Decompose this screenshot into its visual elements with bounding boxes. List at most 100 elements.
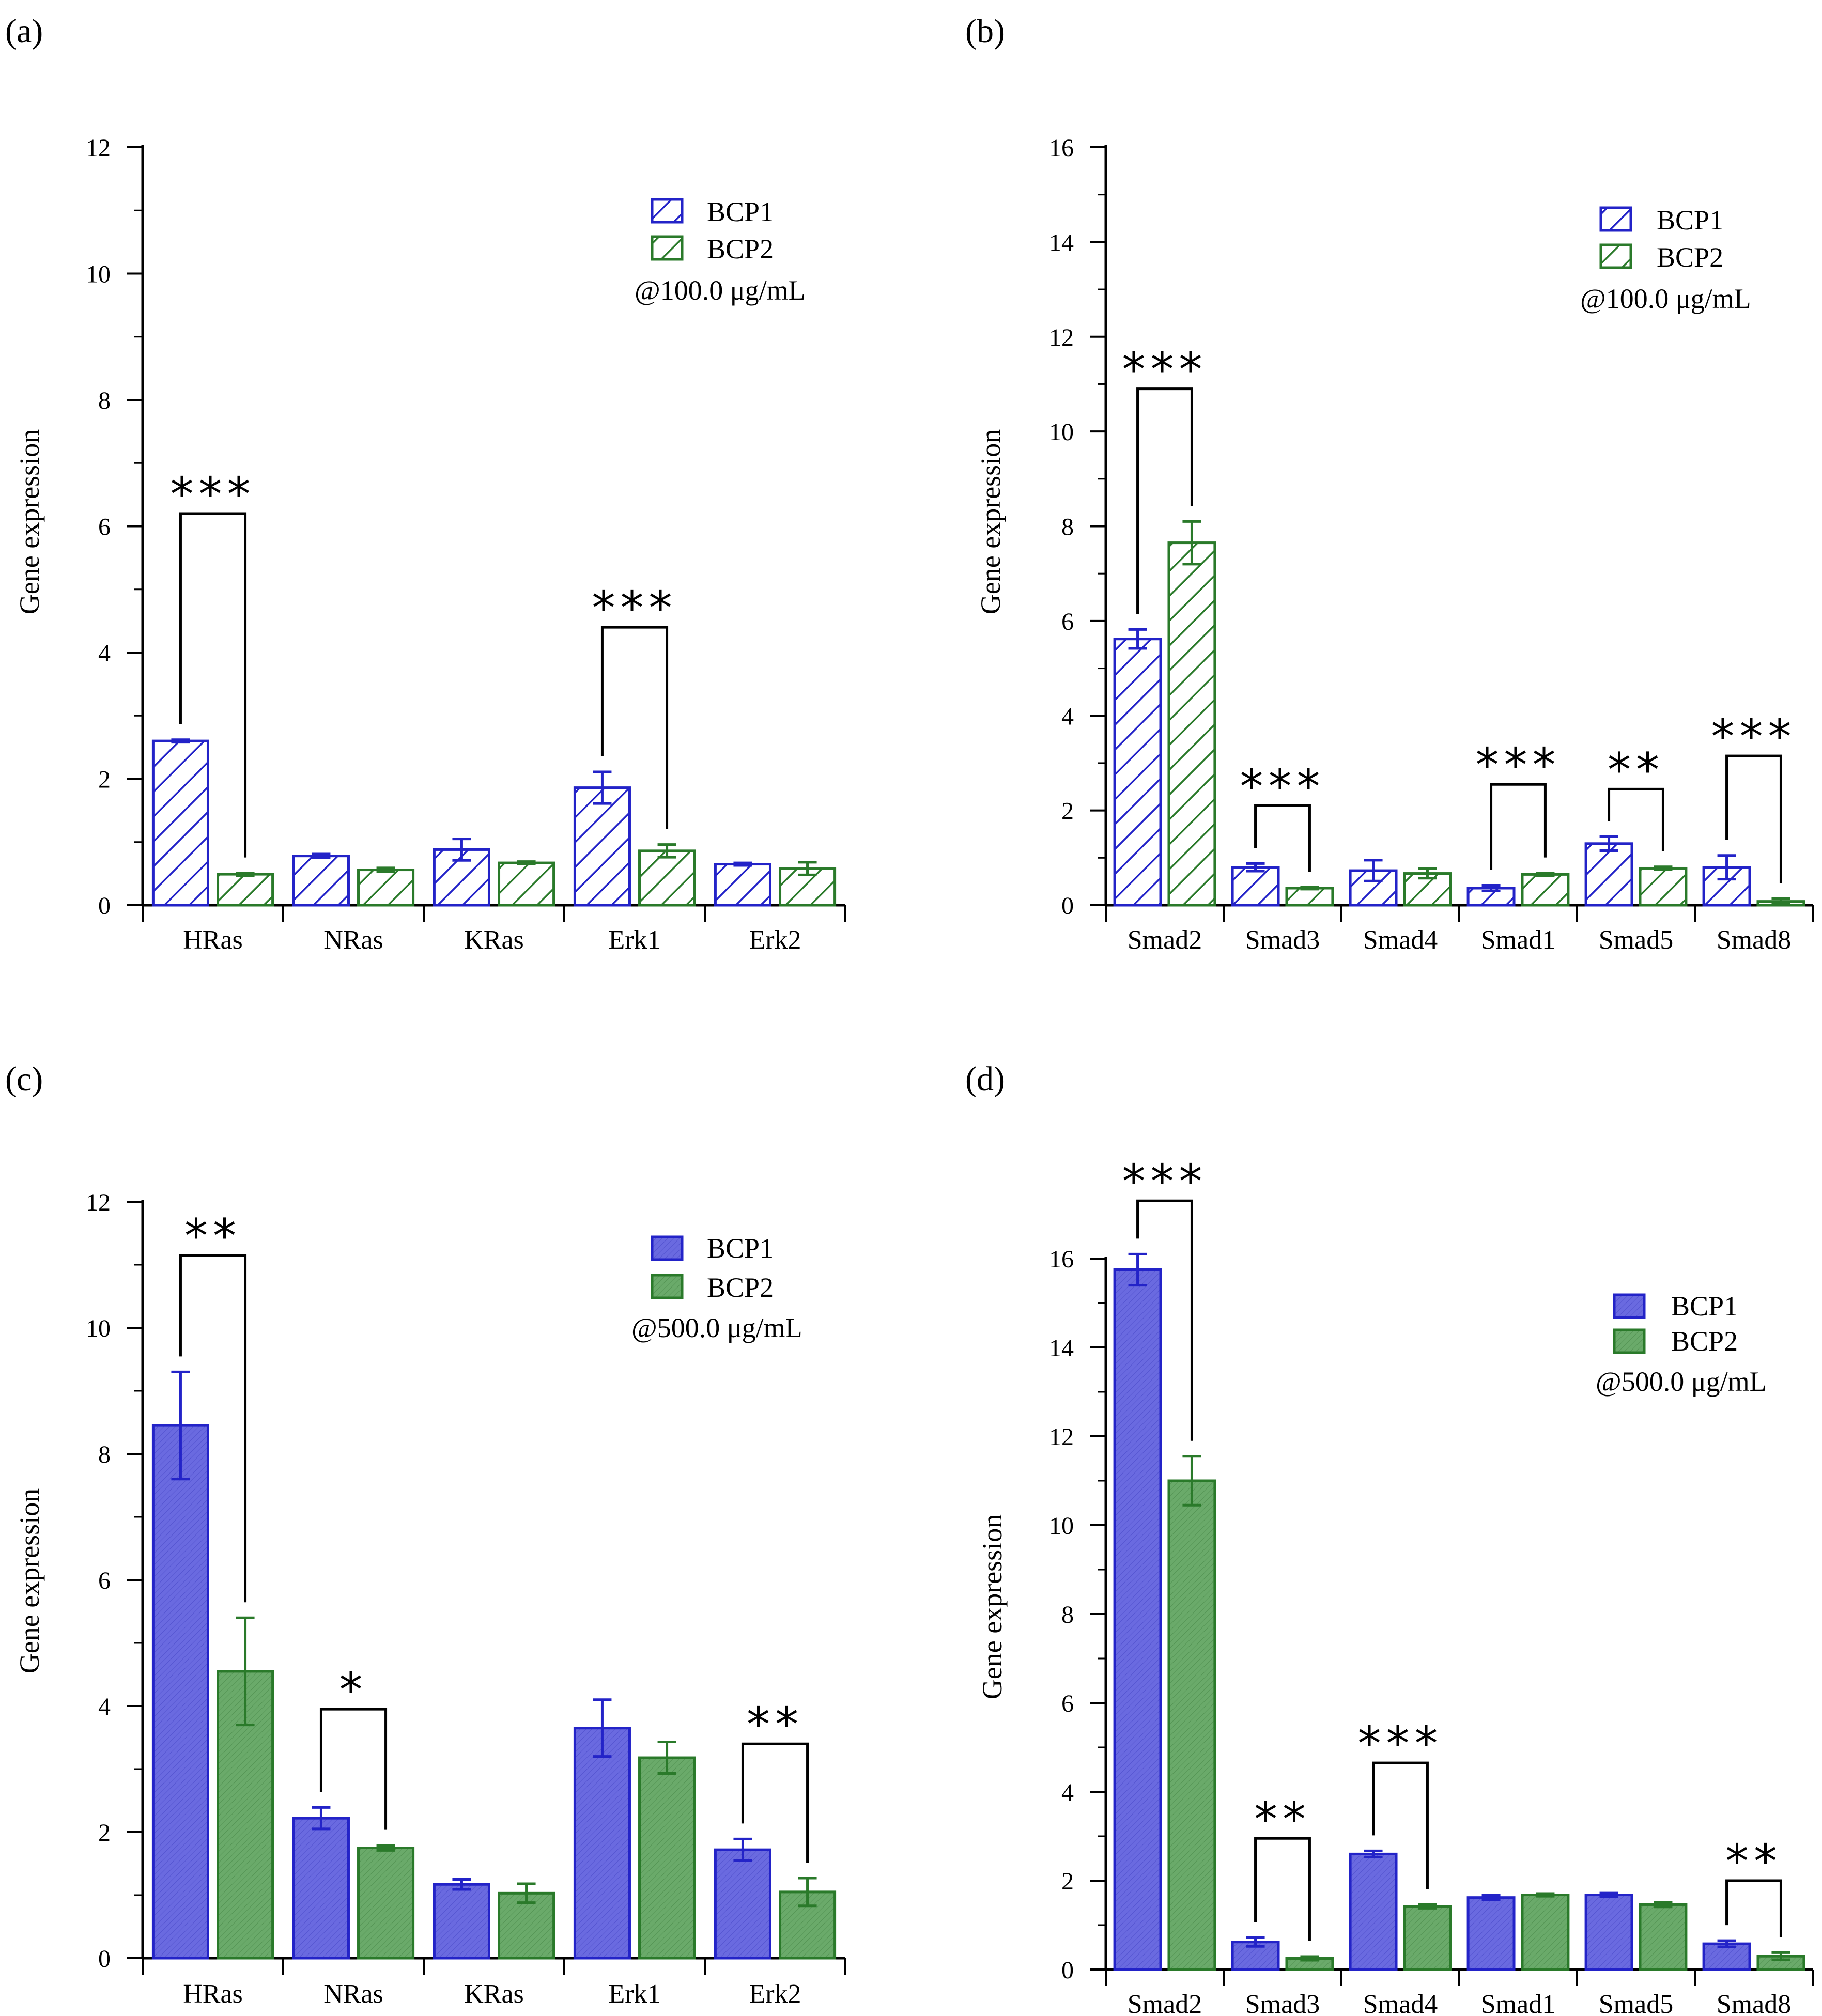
significance-bracket (741, 1742, 809, 1863)
legend-swatch-bcp2-c (651, 1274, 684, 1299)
error-bar-bcp2-hras (236, 1616, 255, 1727)
error-bar-bcp1-nras (312, 1806, 331, 1831)
bar-bcp1-smad2 (1113, 1268, 1162, 1971)
svg-text:Gene expression: Gene expression (14, 429, 45, 614)
x-category-label: Erk1 (608, 925, 660, 955)
x-category-label: Erk2 (749, 1979, 801, 2009)
legend-label-bcp2-a: BCP2 (707, 234, 774, 265)
x-category-label: NRas (323, 925, 383, 955)
y-tick-label: 10 (86, 261, 111, 288)
y-tick-label: 12 (1049, 1423, 1074, 1451)
significance-stars: ** (1725, 1835, 1782, 1889)
error-bar-bcp2-erk1 (657, 1741, 676, 1775)
y-tick-label: 10 (1049, 418, 1074, 446)
error-bar-bcp1-erk2 (733, 861, 752, 867)
y-tick-label: 14 (1049, 229, 1074, 256)
bar-bcp1-smad4 (1349, 1852, 1398, 1971)
legend-swatch-bcp1-c (651, 1235, 684, 1261)
error-bar-bcp1-smad3 (1246, 862, 1265, 873)
error-bar-bcp1-smad1 (1481, 883, 1501, 892)
x-category-label: Smad1 (1481, 1990, 1555, 2016)
error-bar-bcp1-smad3 (1246, 1936, 1265, 1948)
significance-bracket (1254, 804, 1311, 872)
error-bar-bcp1-smad2 (1128, 628, 1147, 650)
y-tick-label: 4 (98, 1693, 111, 1720)
error-bar-bcp2-erk1 (657, 843, 676, 859)
legend-swatch-bcp1-b (1599, 206, 1632, 232)
x-category-label: Smad2 (1128, 925, 1202, 955)
legend-label-bcp1-c: BCP1 (707, 1233, 774, 1264)
legend-note-d: @500.0 μg/mL (1596, 1366, 1767, 1397)
significance-bracket (1372, 1761, 1429, 1889)
bar-bcp2-smad1 (1521, 873, 1570, 907)
error-bar-bcp2-smad8 (1771, 1951, 1790, 1961)
x-category-label: Smad8 (1717, 1990, 1791, 2016)
bar-bcp1-erk1 (573, 1727, 631, 1960)
bar-bcp1-smad1 (1466, 1896, 1516, 1971)
y-tick-label: 0 (98, 1945, 111, 1973)
x-category-label: Smad5 (1599, 1990, 1673, 2016)
bar-bcp2-nras (357, 869, 415, 907)
legend-swatch-bcp2-a (651, 235, 684, 261)
error-bar-bcp1-smad4 (1364, 1849, 1383, 1858)
significance-stars: ** (1608, 743, 1664, 797)
bar-bcp2-kras (498, 1891, 555, 1960)
error-bar-bcp2-hras (236, 872, 255, 877)
panel-b: (b) Gene expression 0 2 4 6 8 10 12 14 16 Smad2 Sm… (965, 12, 1814, 955)
y-tick-label: 2 (98, 766, 111, 794)
y-tick-label: 8 (1061, 1601, 1074, 1629)
bar-bcp2-smad3 (1285, 887, 1334, 907)
error-bar-bcp2-smad5 (1654, 1901, 1673, 1909)
bar-bcp2-erk1 (638, 849, 696, 907)
svg-text:Gene expression: Gene expression (14, 1488, 45, 1673)
legend-label-bcp1-a: BCP1 (707, 196, 774, 227)
y-tick-label: 12 (86, 1189, 111, 1216)
y-axis-title-b: Gene expression (975, 429, 1006, 614)
y-tick-label: 4 (1061, 1779, 1074, 1806)
x-category-label: Erk2 (749, 925, 801, 955)
significance-stars: *** (1358, 1717, 1443, 1771)
legend-note-a: @100.0 μg/mL (635, 275, 806, 306)
x-category-label: Smad3 (1245, 925, 1320, 955)
x-category-label: KRas (464, 925, 524, 955)
error-bar-bcp1-hras (171, 738, 190, 744)
error-bar-bcp1-erk1 (593, 1698, 612, 1758)
bar-bcp2-smad2 (1167, 541, 1216, 907)
y-tick-label: 14 (1049, 1335, 1074, 1362)
error-bar-bcp1-hras (171, 1370, 190, 1481)
significance-bracket (1725, 754, 1782, 883)
error-bar-bcp2-smad3 (1300, 1955, 1319, 1962)
legend-label-bcp2-d: BCP2 (1671, 1326, 1738, 1357)
significance-stars: * (339, 1663, 368, 1717)
error-bar-bcp2-smad1 (1536, 1892, 1555, 1898)
significance-bracket (1254, 1837, 1311, 1942)
error-bar-bcp2-smad3 (1300, 886, 1319, 891)
y-tick-label: 2 (98, 1819, 111, 1847)
panel-label-a: (a) (5, 12, 43, 50)
error-bar-bcp1-erk1 (593, 770, 612, 805)
x-category-label: KRas (464, 1979, 524, 2009)
error-bar-bcp2-smad5 (1654, 865, 1673, 871)
bar-bcp2-smad4 (1403, 1905, 1452, 1971)
legend-swatch-bcp2-b (1599, 243, 1632, 269)
bar-bcp1-nras (292, 855, 350, 907)
x-category-label: Smad8 (1717, 925, 1791, 955)
y-tick-label: 12 (86, 134, 111, 162)
svg-text:Gene expression: Gene expression (975, 429, 1006, 614)
legend-c: BCP1 BCP2 @500.0 μg/mL (631, 1233, 802, 1343)
y-tick-label: 6 (98, 514, 111, 541)
panel-label-c: (c) (5, 1060, 43, 1098)
bar-bcp1-smad5 (1584, 1894, 1633, 1971)
significance-bracket (1136, 1199, 1193, 1441)
error-bar-bcp1-erk2 (733, 1837, 752, 1862)
error-bar-bcp2-smad1 (1536, 872, 1555, 877)
error-bar-bcp1-smad5 (1599, 1891, 1618, 1898)
legend-swatch-bcp1-a (651, 198, 684, 224)
y-tick-label: 6 (1061, 608, 1074, 635)
significance-stars: *** (1476, 738, 1561, 793)
error-bar-bcp1-smad5 (1599, 835, 1618, 852)
bar-bcp1-hras (151, 1424, 209, 1960)
x-category-label: Smad4 (1363, 1990, 1438, 2016)
error-bar-bcp2-smad8 (1771, 897, 1790, 906)
y-tick-label: 12 (1049, 324, 1074, 351)
